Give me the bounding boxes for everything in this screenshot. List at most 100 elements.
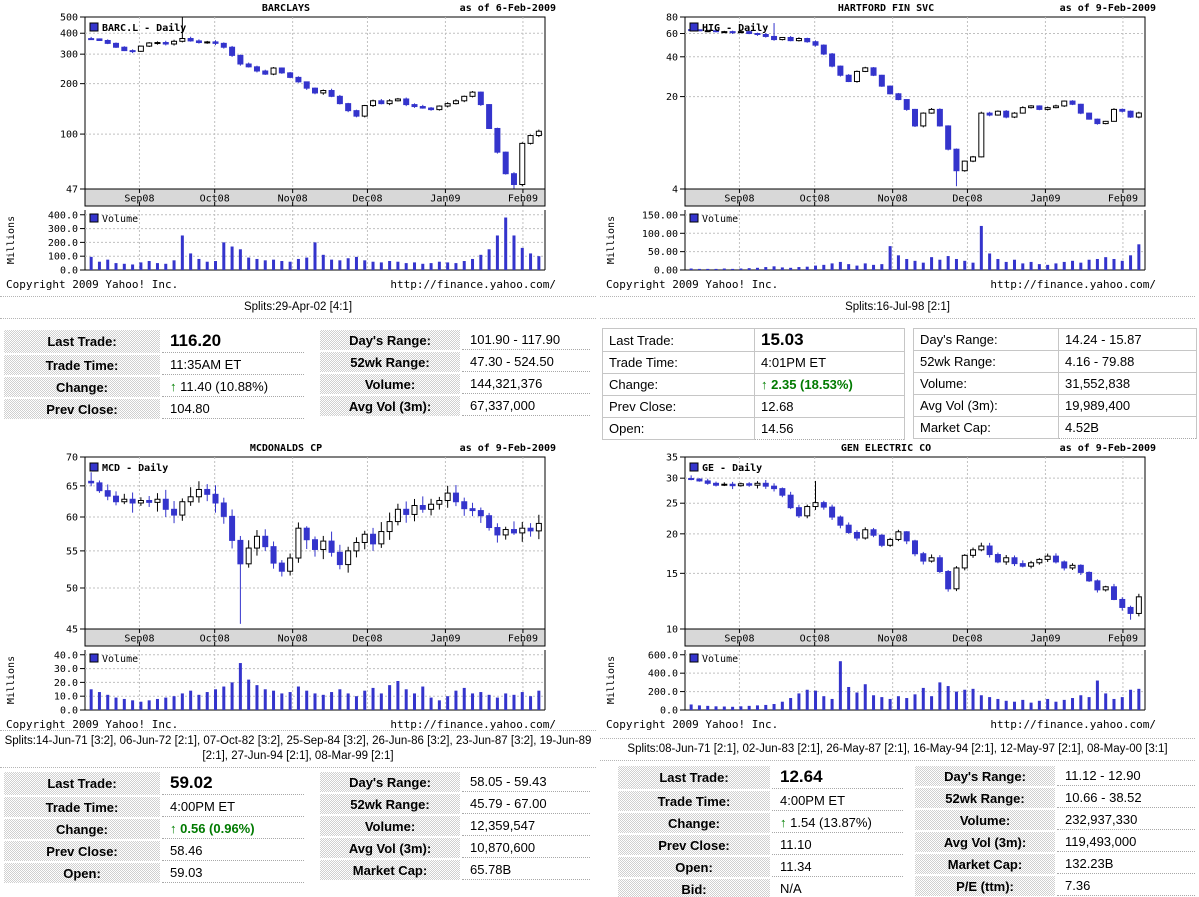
chart-title: MCDONALDS CP (250, 443, 322, 454)
volume-bar (731, 268, 735, 270)
volume-bar (520, 247, 524, 270)
candle-body (320, 90, 327, 94)
volume-tick-label: 100.00 (642, 229, 678, 240)
volume-bar (504, 693, 508, 710)
volume-bar (272, 690, 276, 710)
panel-gen-electric: GEN ELECTRIC CO as of 9-Feb-2009 35 30 25 20 1… (600, 440, 1199, 897)
volume-bar (780, 267, 784, 270)
quote-field-label: Market Cap: (915, 854, 1055, 874)
quote-value-text: 132.23B (1065, 856, 1114, 871)
quote-field-value: ↑ 1.54 (13.87%) (772, 813, 903, 833)
volume-bar (122, 263, 126, 270)
splits-note-barclays: Splits:29-Apr-02 [4:1] (0, 296, 596, 319)
quote-field-value: 47.30 - 524.50 (462, 352, 590, 372)
volume-bar (363, 690, 367, 710)
candle-body (295, 76, 302, 83)
volume-bar (772, 266, 776, 270)
volume-bar (855, 692, 859, 710)
quote-field-value: 14.24 - 15.87 (1058, 328, 1197, 351)
quote-field-value: 232,937,330 (1057, 810, 1195, 830)
month-label: Oct08 (800, 634, 830, 645)
volume-bar (396, 261, 400, 270)
volume-bar (963, 260, 967, 270)
candle-body (303, 527, 310, 541)
legend-label: MCD - Daily (102, 462, 168, 474)
candle-body (812, 41, 819, 46)
candle-body (237, 539, 244, 565)
price-tick-label: 47 (66, 185, 78, 196)
quote-field-value: 31,552,838 (1058, 372, 1197, 395)
volume-bar (838, 261, 842, 270)
candle-body (104, 39, 111, 44)
quote-field-label: Open: (602, 417, 755, 440)
candle-body (771, 485, 778, 490)
last-trade-price: 59.02 (170, 773, 213, 792)
price-tick-label: 60 (66, 513, 78, 524)
quote-row: Day's Range: 101.90 - 117.90 (320, 330, 590, 350)
volume-bar (814, 690, 818, 710)
volume-bar (272, 259, 276, 270)
candle-body (994, 110, 1001, 116)
candle-body (519, 142, 526, 185)
volume-bar (988, 253, 992, 270)
candle-body (804, 38, 811, 43)
quote-field-value: 116.20 (162, 330, 304, 353)
price-plot-frame (84, 16, 546, 190)
quote-value-text: 101.90 - 117.90 (470, 332, 561, 347)
volume-bar (880, 697, 884, 710)
quote-row: P/E (ttm): 7.36 (915, 876, 1195, 896)
volume-bar (1046, 698, 1050, 710)
volume-bar (1095, 258, 1099, 270)
candle-body (171, 40, 178, 45)
quote-row: Prev Close: 12.68 (602, 395, 905, 418)
candle-body (494, 527, 501, 536)
volume-bar (847, 264, 851, 270)
volume-bar (305, 257, 309, 270)
quote-value-text: 232,937,330 (1065, 812, 1138, 827)
quote-field-label: Bid: (618, 879, 770, 897)
quote-row: Change: ↑ 11.40 (10.88%) (4, 377, 304, 397)
candle-body (378, 531, 385, 545)
candle-body (452, 492, 459, 503)
volume-bar (996, 258, 1000, 270)
quote-row: Market Cap: 4.52B (913, 416, 1197, 439)
month-label: Jan09 (430, 634, 460, 645)
source-url-text: http://finance.yahoo.com/ (990, 278, 1156, 291)
legend-label: GE - Daily (702, 462, 762, 474)
month-label: Dec08 (952, 194, 982, 205)
quote-value-text: 19,989,400 (1065, 398, 1131, 413)
quote-row: Market Cap: 132.23B (915, 854, 1195, 874)
candle-body (444, 103, 451, 107)
quote-table-right: Day's Range: 11.12 - 12.90 52wk Range: 10.6… (913, 764, 1197, 897)
candle-body (328, 90, 335, 97)
volume-bar (847, 686, 851, 710)
volume-bar (97, 261, 101, 270)
quote-field-label: Avg Vol (3m): (913, 394, 1059, 417)
quote-row: Open: 59.03 (4, 863, 304, 883)
volume-bar (872, 264, 876, 270)
volume-tick-label: 0.0 (60, 706, 78, 717)
candle-body (928, 108, 935, 114)
quote-value-text: 104.80 (170, 401, 210, 416)
splits-note-hartford: Splits:16-Jul-98 [2:1] (600, 296, 1195, 319)
volume-bar (446, 262, 450, 270)
volume-bar (155, 263, 159, 270)
volume-bar (1087, 259, 1091, 270)
up-arrow-icon: ↑ (170, 821, 181, 836)
price-tick-label: 25 (666, 499, 678, 510)
candle-body (370, 100, 377, 107)
candle-body (953, 567, 960, 590)
volume-bar (520, 692, 524, 710)
candle-body (154, 498, 161, 503)
quote-value-text: 58.05 - 59.43 (470, 774, 547, 789)
quote-field-value: 45.79 - 67.00 (462, 794, 590, 814)
candle-body (361, 105, 368, 117)
candle-body (96, 482, 103, 492)
volume-bar (388, 261, 392, 270)
quote-value-text: 11.12 - 12.90 (1065, 768, 1141, 783)
volume-bar (1137, 244, 1141, 270)
candle-body (795, 507, 802, 517)
volume-tick-label: 200.0 (48, 238, 78, 249)
month-label: Feb09 (508, 194, 538, 205)
